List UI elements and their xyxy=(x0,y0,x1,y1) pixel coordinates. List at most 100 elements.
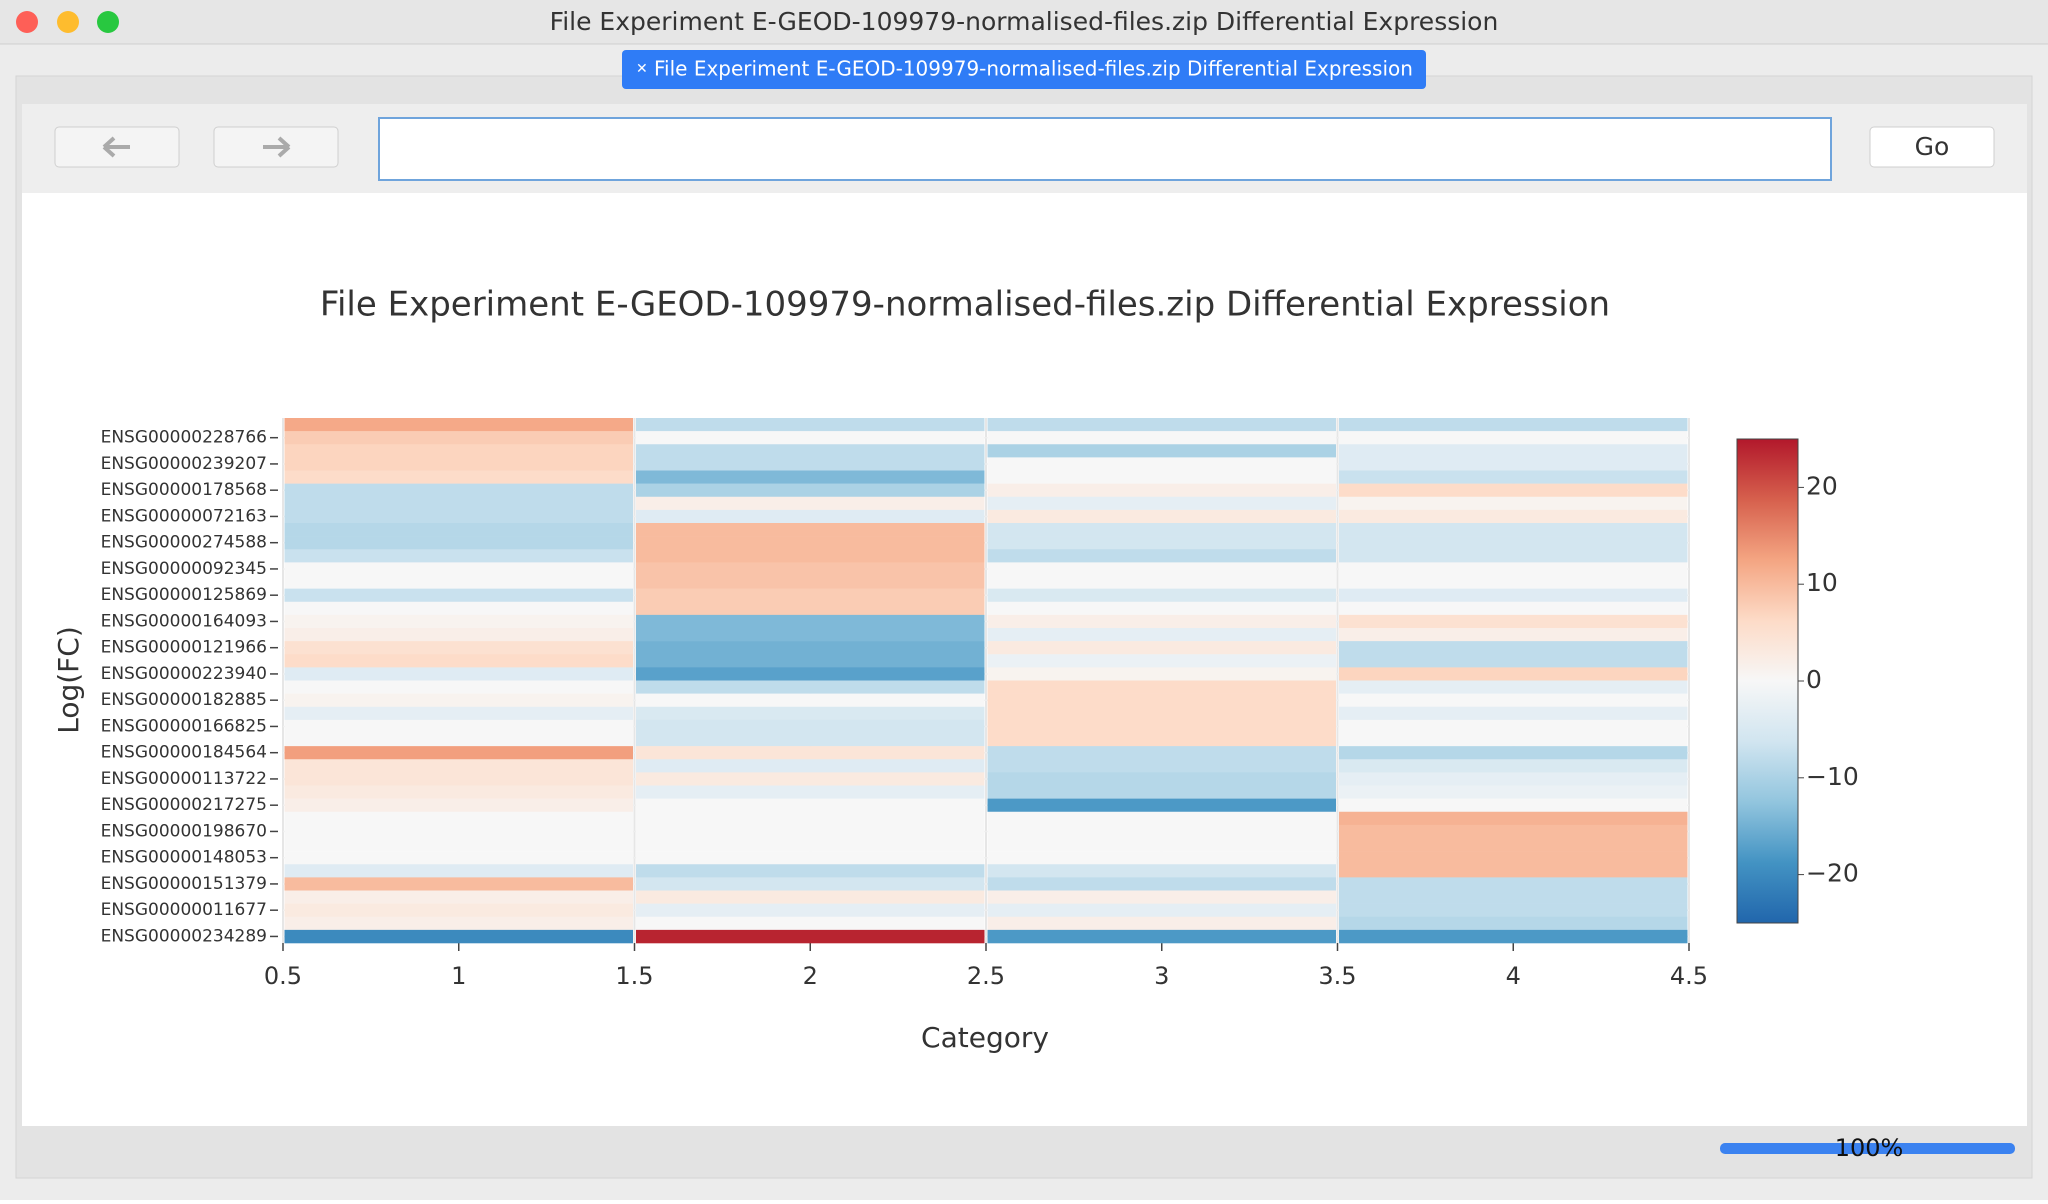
heatmap-cell xyxy=(636,562,985,576)
heatmap-cell xyxy=(636,470,985,484)
heatmap-cell xyxy=(636,798,985,813)
x-tick-label: 2.5 xyxy=(967,962,1005,990)
heatmap-cell xyxy=(1339,509,1688,524)
heatmap-cell xyxy=(636,431,985,445)
heatmap-cell xyxy=(1339,444,1688,458)
go-label[interactable]: Go xyxy=(1915,132,1950,161)
title-bar xyxy=(0,0,2048,44)
heatmap-cell xyxy=(1339,890,1688,904)
heatmap-cell xyxy=(1339,877,1688,891)
heatmap-cell xyxy=(636,667,985,681)
heatmap-cell xyxy=(284,418,633,432)
progress-bar xyxy=(1720,1143,2015,1154)
heatmap-cell xyxy=(987,903,1336,918)
heatmap-cell xyxy=(1339,785,1688,799)
heatmap-cell xyxy=(1339,588,1688,603)
heatmap-cell xyxy=(284,654,633,668)
y-tick-label: ENSG00000121966 xyxy=(101,638,267,658)
heatmap-cell xyxy=(987,628,1336,642)
heatmap-cell xyxy=(636,509,985,524)
heatmap-cell xyxy=(987,444,1336,458)
heatmap-cell xyxy=(1339,667,1688,681)
heatmap-cell xyxy=(987,759,1336,773)
y-tick-label: ENSG00000092345 xyxy=(101,559,267,579)
heatmap-cell xyxy=(987,811,1336,826)
progress-label: 100% xyxy=(1835,1134,1904,1162)
y-tick-label: ENSG00000113722 xyxy=(101,769,267,789)
heatmap-cell xyxy=(1339,798,1688,813)
heatmap-cell xyxy=(284,772,633,786)
heatmap-cell xyxy=(1339,746,1688,760)
heatmap-cell xyxy=(284,601,633,616)
heatmap-cell xyxy=(987,536,1336,550)
heatmap-cell xyxy=(636,772,985,786)
y-tick-label: ENSG00000164093 xyxy=(101,611,267,631)
heatmap-cell xyxy=(284,824,633,839)
colorbar-tick-label: 10 xyxy=(1806,568,1838,597)
heatmap-cell xyxy=(636,851,985,865)
heatmap-cell xyxy=(987,851,1336,865)
heatmap-cell xyxy=(1339,641,1688,655)
heatmap-cell xyxy=(284,680,633,694)
heatmap-cell xyxy=(1339,614,1688,629)
heatmap-cell xyxy=(987,785,1336,799)
heatmap-cell xyxy=(1339,549,1688,563)
heatmap-cell xyxy=(1339,719,1688,734)
heatmap-cell xyxy=(987,654,1336,668)
heatmap-cell xyxy=(987,523,1336,537)
url-field[interactable] xyxy=(378,117,1832,181)
tab[interactable] xyxy=(622,50,1426,89)
y-tick-label: ENSG00000072163 xyxy=(101,506,267,526)
heatmap-cell xyxy=(987,562,1336,576)
y-tick-label: ENSG00000182885 xyxy=(101,690,267,710)
x-tick-label: 4 xyxy=(1506,962,1521,990)
heatmap-cell xyxy=(636,614,985,629)
heatmap-cell xyxy=(987,496,1336,511)
heatmap-cell xyxy=(636,680,985,694)
y-tick-label: ENSG00000217275 xyxy=(101,795,267,815)
heatmap-cell xyxy=(1339,470,1688,484)
heatmap-cell xyxy=(1339,418,1688,432)
heatmap-cell xyxy=(636,903,985,918)
close-button[interactable] xyxy=(16,11,38,33)
heatmap-cell xyxy=(284,575,633,589)
heatmap-cell xyxy=(987,706,1336,721)
heatmap-cell xyxy=(284,562,633,576)
heatmap-cell xyxy=(987,772,1336,786)
heatmap-cell xyxy=(284,733,633,747)
heatmap-cell xyxy=(636,601,985,616)
zoom-button[interactable] xyxy=(97,11,119,33)
heatmap-cell xyxy=(1339,457,1688,471)
heatmap-cell xyxy=(284,483,633,498)
tab-label[interactable]: File Experiment E-GEOD-109979-normalised… xyxy=(654,57,1413,81)
heatmap-cell xyxy=(987,864,1336,878)
heatmap-cell xyxy=(636,693,985,708)
heatmap-cell xyxy=(1339,706,1688,721)
x-tick-label: 4.5 xyxy=(1670,962,1708,990)
tab-close[interactable]: ✕ xyxy=(636,61,648,77)
heatmap-cell xyxy=(284,549,633,563)
window-title: File Experiment E-GEOD-109979-normalised… xyxy=(550,7,1499,36)
heatmap-cell xyxy=(636,496,985,511)
heatmap-cell xyxy=(636,706,985,721)
y-tick-label: ENSG00000234289 xyxy=(101,926,267,946)
y-tick-label: ENSG00000178568 xyxy=(101,480,267,500)
heatmap-cell xyxy=(987,601,1336,616)
x-tick-label: 1 xyxy=(451,962,466,990)
heatmap-cell xyxy=(284,536,633,550)
heatmap-cell xyxy=(1339,483,1688,498)
x-tick-label: 3 xyxy=(1154,962,1169,990)
back-icon xyxy=(102,136,130,158)
heatmap-cell xyxy=(1339,693,1688,708)
heatmap-cell xyxy=(987,667,1336,681)
y-tick-label: ENSG00000125869 xyxy=(101,585,267,605)
minimize-button[interactable] xyxy=(57,11,79,33)
heatmap-cell xyxy=(987,509,1336,524)
heatmap-cell xyxy=(636,864,985,878)
heatmap-cell xyxy=(1339,929,1688,944)
go-button[interactable] xyxy=(1869,126,1995,168)
colorbar-tick-label: −10 xyxy=(1806,762,1859,791)
heatmap-cell xyxy=(987,733,1336,747)
